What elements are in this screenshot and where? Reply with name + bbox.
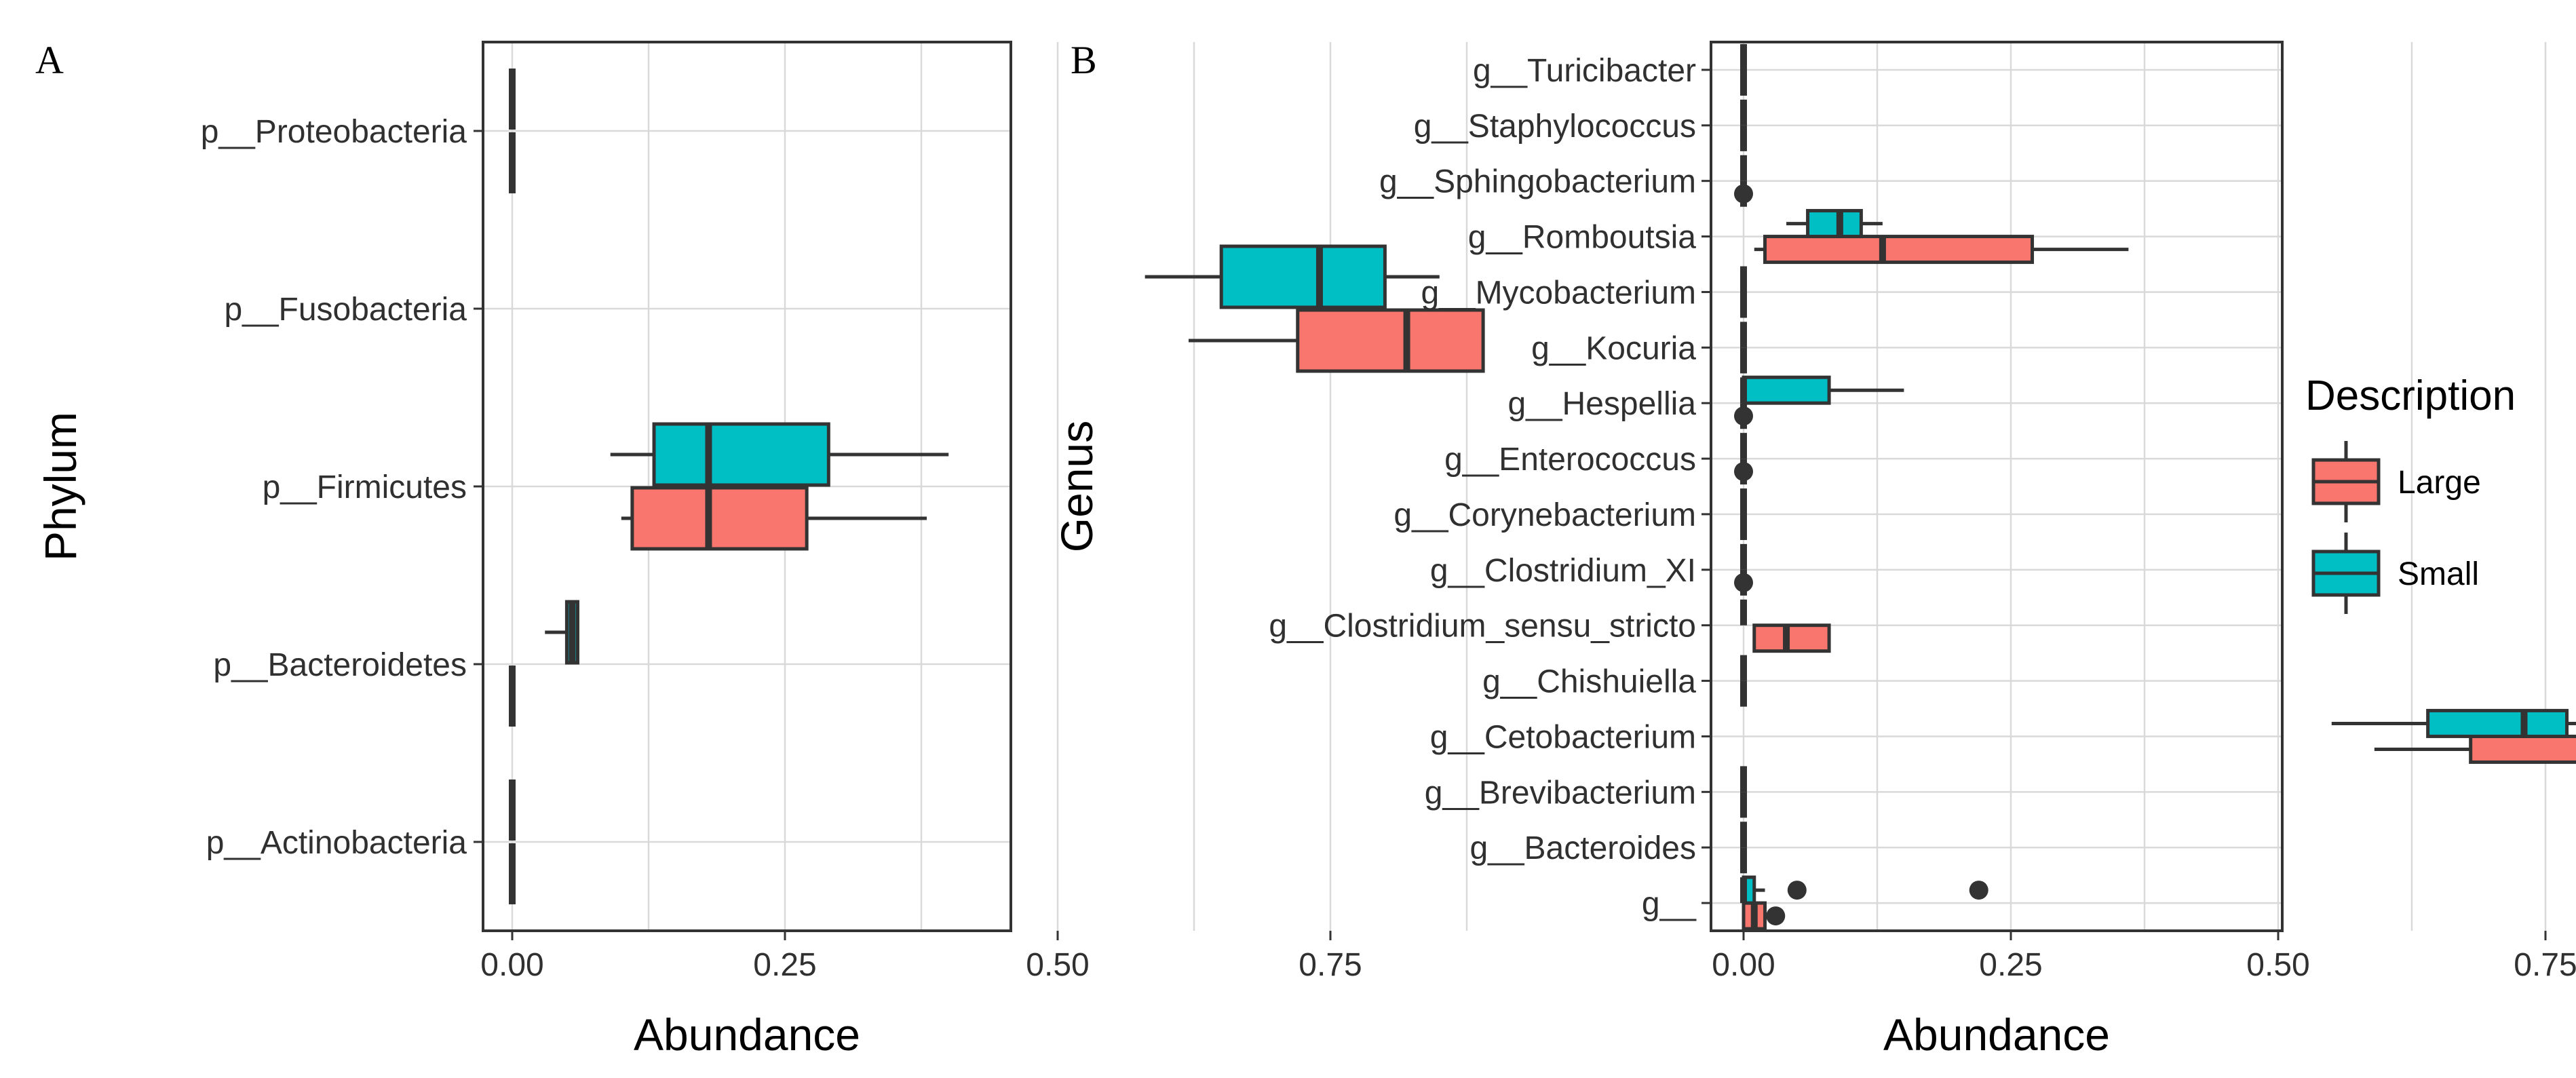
panel-b-y-tick-label: g__ [1642,886,1697,922]
panel-a-y-axis-title: Phylum [35,412,85,561]
panel-b-x-tick-label: 0.00 [1712,947,1775,983]
panel-a-small-box [1219,244,1387,309]
panel-a-y-tick-label: p__Actinobacteria [206,825,467,861]
panel-b-large-outlier [1734,573,1753,592]
panel-b-small-box [1742,375,1831,405]
panel-b-small-outlier [1787,881,1807,900]
panel-a-y-tick-label: p__Proteobacteria [201,114,467,150]
panel-b-y-tick-label: g__Clostridium_sensu_stricto [1269,609,1696,644]
legend: Description Large Small [2305,372,2516,614]
panel-b-x-tick-label: 0.50 [2246,947,2309,983]
panel-a-x-tick-label: 0.75 [1299,947,1362,983]
legend-large-label: Large [2398,465,2481,501]
panel-b: B g__Turicibacter g__Staphylococcus g__Sph… [1052,38,2576,1060]
panel-b-y-tick-label: g__Staphylococcus [1414,109,1696,145]
panel-b-x-tick-label: 0.25 [1979,947,2042,983]
panel-a-x-tick-label: 0.50 [1026,947,1089,983]
panel-b-y-tick-label: g__Hespellia [1507,386,1696,422]
panel-a-y-tick-label: p__Bacteroidetes [213,647,467,683]
panel-b-large-box [1752,623,1831,653]
panel-b-y-tick-label: g__Sphingobacterium [1379,164,1696,200]
panel-b-y-tick-label: g__Brevibacterium [1425,775,1696,811]
legend-title: Description [2305,372,2516,419]
panel-b-label: B [1071,38,1097,82]
panel-b-y-tick-label: g__Romboutsia [1468,220,1697,256]
panel-b-y-tick-label: g__Kocuria [1531,330,1696,366]
panel-b-y-tick-label: g__Mycobacterium [1421,275,1696,311]
panel-a-label: A [35,38,64,82]
panel-b-y-axis-title: Genus [1052,421,1102,552]
legend-small-label: Small [2398,556,2479,592]
panel-a-x-axis-title: Abundance [634,1009,860,1060]
panel-b-small-box [2426,708,2569,738]
panel-b-y-tick-label: g__Bacteroides [1469,830,1696,866]
panel-b-large-outlier [1734,462,1753,482]
panel-b-x-tick-label: 0.75 [2514,947,2576,983]
panel-b-y-tick-label: g__Turicibacter [1473,53,1696,89]
panel-b-small-box [1806,209,1863,239]
panel-b-plot-frame [1710,41,2284,932]
panel-a-y-tick-label: p__Firmicutes [263,469,467,505]
panel-b-y-tick-label: g__Enterococcus [1444,442,1696,478]
panel-a: A p__Proteobacteria p__Fusobacteria p__Fir… [35,38,1485,1060]
panel-b-large-box [1763,235,2035,265]
panel-b-large-outlier [1766,906,1786,926]
panel-a-large-box [630,486,809,551]
panel-b-y-tick-label: g__Clostridium_XI [1430,553,1696,589]
panel-b-small-outlier [1969,881,1988,900]
panel-b-large-outlier [1734,184,1753,204]
panel-b-x-axis-title: Abundance [1883,1009,2110,1060]
panel-b-y-tick-label: g__Chishuiella [1482,664,1696,700]
panel-a-x-tick-label: 0.25 [753,947,816,983]
panel-b-y-tick-label: g__Cetobacterium [1430,719,1696,755]
panel-a-y-tick-label: p__Fusobacteria [224,292,467,328]
panel-a-large-box [1296,308,1485,373]
panel-b-large-outlier [1734,406,1753,426]
panel-b-large-box [2469,734,2576,764]
panel-a-small-box [652,422,830,487]
panel-b-y-tick-label: g__Corynebacterium [1393,497,1696,533]
panel-a-x-tick-label: 0.00 [480,947,543,983]
